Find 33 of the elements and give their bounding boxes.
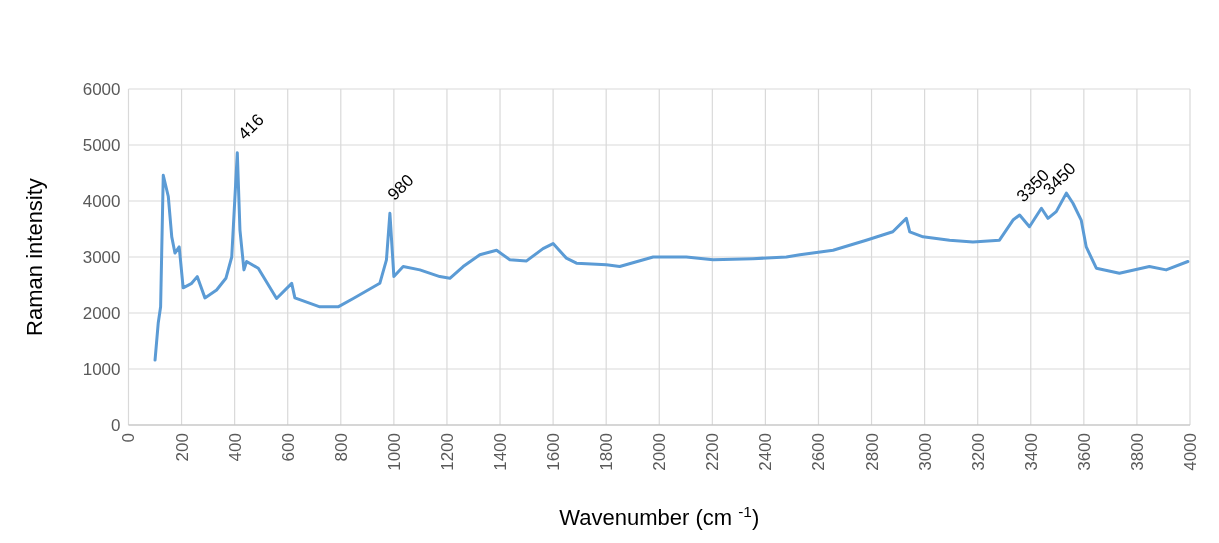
- x-tick-label: 1600: [544, 433, 564, 471]
- x-tick-label: 1200: [437, 433, 457, 471]
- x-tick-label: 2400: [756, 433, 776, 471]
- y-tick-label: 5000: [82, 135, 121, 155]
- annotation: 416: [234, 110, 268, 144]
- x-tick-label: 3000: [915, 433, 935, 471]
- x-tick-label: 3800: [1127, 433, 1147, 471]
- y-tick-label: 1000: [82, 359, 121, 379]
- x-tick-label: 2600: [809, 433, 829, 471]
- x-tick-label: 3600: [1074, 433, 1094, 471]
- y-tick-label: 6000: [82, 79, 121, 99]
- x-tick-label: 800: [331, 433, 351, 462]
- x-tick-label: 200: [172, 433, 192, 462]
- x-tick-label: 4000: [1180, 433, 1200, 471]
- x-tick-label: 1400: [490, 433, 510, 471]
- y-axis-title: Raman intensity: [22, 178, 47, 336]
- annotation: 980: [383, 170, 418, 205]
- y-tick-label: 2000: [82, 303, 121, 323]
- x-tick-label: 2800: [862, 433, 882, 471]
- y-tick-label: 3000: [82, 247, 121, 267]
- x-axis-title: Wavenumber (cm $^{-1}$): [559, 502, 760, 530]
- x-tick-label: 0: [119, 433, 139, 443]
- x-tick-label: 3400: [1021, 433, 1041, 471]
- y-tick-label: 0: [111, 415, 121, 435]
- y-tick-label: 4000: [82, 191, 121, 211]
- x-tick-label: 3200: [968, 433, 988, 471]
- line-series: [153, 151, 1190, 362]
- x-tick-label: 1000: [384, 433, 404, 471]
- x-tick-label: 2000: [650, 433, 670, 471]
- x-tick-label: 1800: [597, 433, 617, 471]
- x-tick-label: 400: [225, 433, 245, 462]
- x-tick-label: 2200: [703, 433, 723, 471]
- x-tick-label: 600: [278, 433, 298, 462]
